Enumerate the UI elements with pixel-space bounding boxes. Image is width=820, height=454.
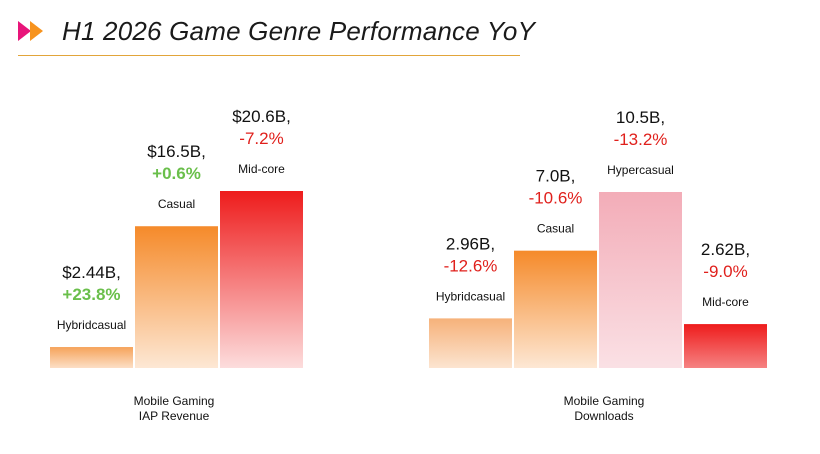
yoy-change-label: -13.2% — [614, 130, 668, 149]
value-label: 2.96B, — [446, 234, 495, 253]
category-label: Mid-core — [702, 295, 749, 309]
bar-hypercasual — [599, 192, 682, 368]
value-label: 2.62B, — [701, 240, 750, 259]
title-underline — [18, 55, 520, 56]
chart-1: Hybridcasual +23.8% $2.44B, Casual +0.6% $16.… — [50, 107, 303, 423]
chart-caption: Mobile Gaming — [564, 394, 645, 408]
bar-casual — [135, 226, 218, 368]
category-label: Hybridcasual — [57, 318, 126, 332]
yoy-change-label: -9.0% — [703, 262, 747, 281]
category-label: Casual — [158, 197, 195, 211]
chart-caption: Mobile Gaming — [134, 394, 215, 408]
yoy-change-label: -7.2% — [239, 129, 283, 148]
bar-hybridcasual — [50, 347, 133, 368]
double-play-arrow-icon — [18, 21, 43, 41]
value-label: $2.44B, — [62, 263, 121, 282]
page-title: H1 2026 Game Genre Performance YoY — [62, 15, 536, 46]
bar-mid-core — [684, 324, 767, 368]
category-label: Hybridcasual — [436, 289, 505, 303]
bar-mid-core — [220, 191, 303, 368]
category-label: Casual — [537, 222, 574, 236]
value-label: 7.0B, — [536, 167, 576, 186]
yoy-change-label: -10.6% — [529, 189, 583, 208]
chart-caption: Downloads — [574, 409, 633, 423]
value-label: $16.5B, — [147, 142, 206, 161]
value-label: 10.5B, — [616, 108, 665, 127]
bar-hybridcasual — [429, 318, 512, 368]
bar-casual — [514, 250, 597, 368]
yoy-change-label: +0.6% — [152, 164, 201, 183]
value-label: $20.6B, — [232, 107, 291, 126]
yoy-change-label: +23.8% — [62, 285, 120, 304]
yoy-change-label: -12.6% — [444, 256, 498, 275]
chart-2: Hybridcasual -12.6% 2.96B, Casual -10.6% 7.0B… — [429, 108, 767, 423]
chart-caption: IAP Revenue — [139, 409, 210, 423]
category-label: Mid-core — [238, 162, 285, 176]
header: H1 2026 Game Genre Performance YoY — [18, 14, 535, 48]
category-label: Hypercasual — [607, 163, 674, 177]
